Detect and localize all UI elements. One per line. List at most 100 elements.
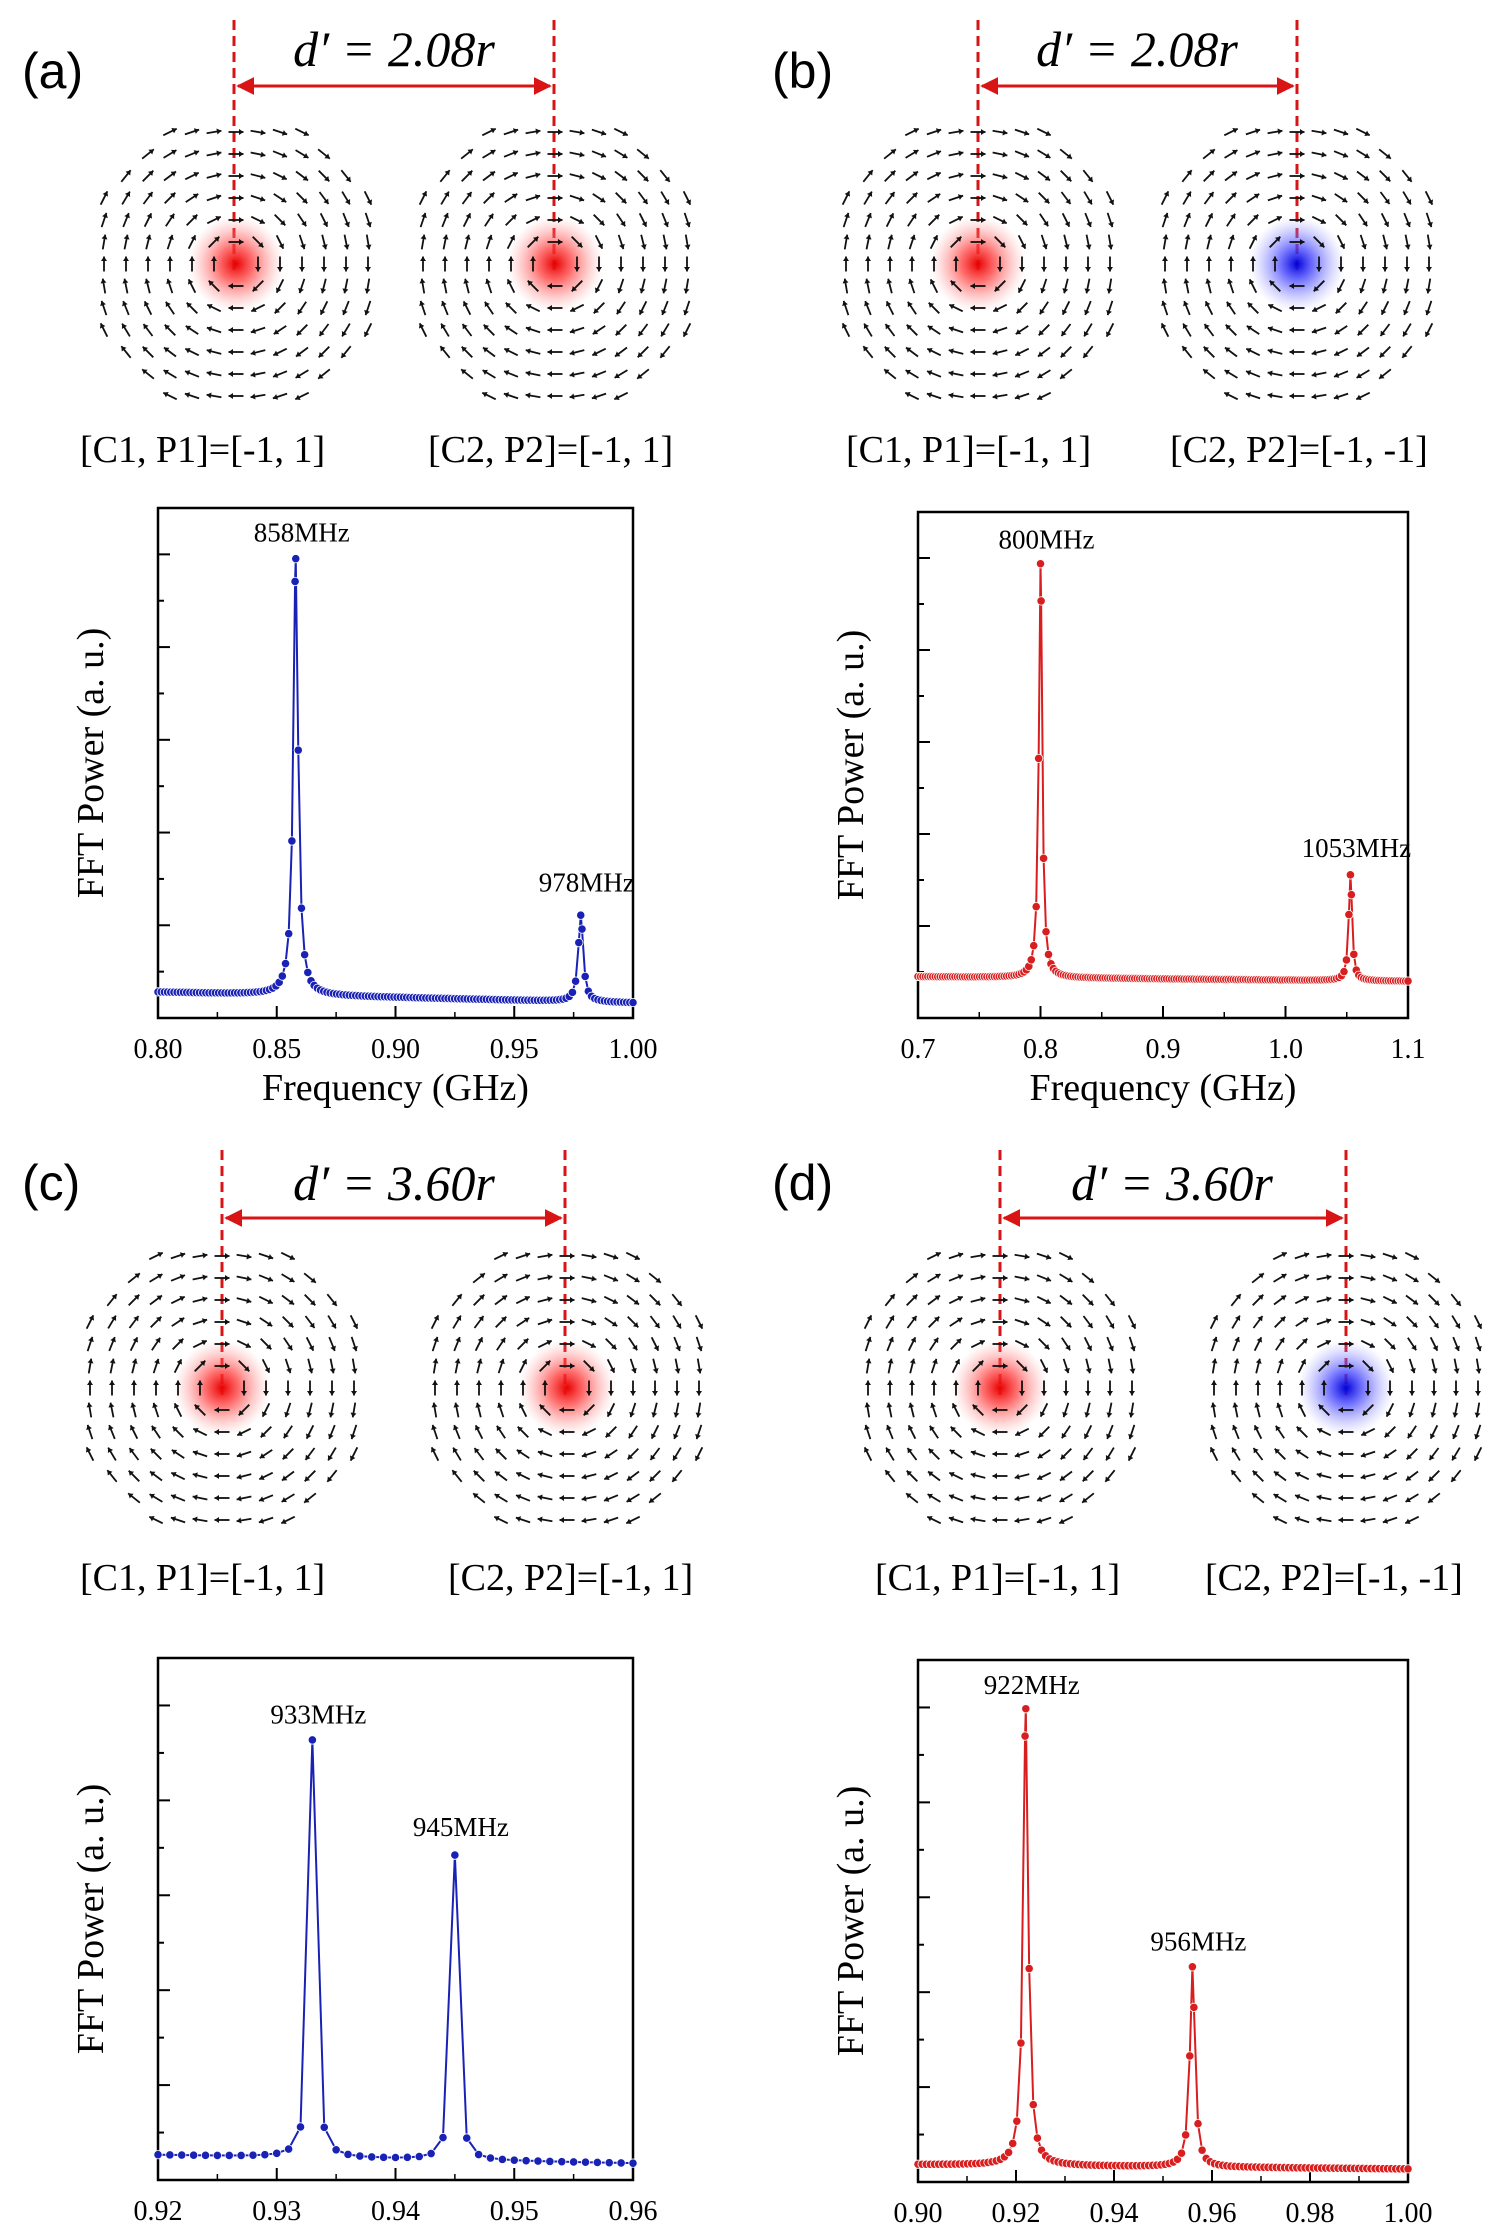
magnetization-arrow (992, 1517, 1008, 1523)
magnetization-arrow (970, 393, 986, 399)
magnetization-arrow (970, 195, 986, 201)
magnetization-arrow (992, 1495, 1008, 1501)
magnetization-arrow (441, 212, 449, 228)
magnetization-arrow (473, 1294, 485, 1306)
spectrum-line (157, 558, 634, 1004)
magnetization-arrow (1362, 1360, 1374, 1372)
magnetization-arrow (439, 169, 451, 183)
magnetization-arrow (87, 1380, 93, 1396)
magnetization-arrow (186, 302, 198, 314)
panel-c: (c) d′ = 3.60r [C1, P1]=[-1, 1] [C2, P2]… (22, 1150, 704, 2232)
magnetization-arrow (970, 173, 986, 179)
magnetization-arrow (1452, 1336, 1460, 1352)
magnetization-arrow (281, 1493, 295, 1503)
data-point (1403, 2164, 1413, 2174)
magnetization-arrow (559, 1341, 575, 1347)
magnetization-arrow (228, 393, 244, 399)
panel-label-a: (a) (22, 43, 83, 99)
x-tick-label: 0.95 (490, 2196, 539, 2227)
magnetization-arrow (343, 234, 350, 250)
data-point (1038, 853, 1049, 863)
magnetization-arrow (142, 191, 154, 205)
magnetization-arrow (591, 347, 607, 357)
magnetization-arrow (517, 1338, 529, 1350)
magnetization-arrow (250, 194, 266, 202)
magnetization-arrow (206, 370, 222, 377)
magnetization-arrow (1382, 1494, 1398, 1502)
magnetization-arrow (1360, 256, 1366, 272)
magnetization-arrow (537, 1252, 553, 1259)
data-point (1403, 976, 1413, 986)
vortex-state-right-a: [C2, P2]=[-1, 1] (428, 429, 673, 471)
magnetization-arrow (842, 278, 849, 294)
magnetization-arrow (1084, 300, 1092, 316)
magnetization-arrow (615, 192, 627, 204)
magnetization-arrow (948, 1516, 964, 1524)
magnetization-arrow (214, 1363, 230, 1369)
magnetization-arrow (319, 212, 329, 228)
magnetization-arrow (294, 391, 310, 401)
magnetization-arrow (970, 305, 986, 311)
magnetization-arrow (886, 1424, 894, 1440)
magnetization-arrow (163, 369, 177, 379)
magnetization-arrow (506, 234, 516, 250)
magnetization-arrow (1384, 1338, 1396, 1350)
magnetization-arrow (559, 1451, 575, 1457)
magnetization-arrow (127, 1492, 141, 1504)
magnetization-arrow (547, 283, 563, 289)
magnetization-arrow (326, 1293, 338, 1307)
magnetization-arrow (1269, 280, 1281, 292)
magnetization-arrow (992, 1363, 1008, 1369)
magnetization-arrow (1272, 256, 1278, 272)
magnetization-arrow (1254, 1402, 1261, 1418)
x-tick-label: 0.80 (134, 1034, 183, 1065)
magnetization-arrow (1357, 324, 1369, 336)
magnetization-arrow (617, 278, 625, 294)
magnetization-arrow (1289, 327, 1305, 333)
magnetization-arrow (640, 234, 647, 250)
magnetization-arrow (970, 1296, 986, 1303)
magnetization-arrow (1407, 1425, 1417, 1439)
magnetization-arrow (317, 148, 331, 160)
magnetization-arrow (1269, 236, 1281, 248)
magnetization-arrow (581, 1297, 597, 1304)
separation-marker-d: d′ = 3.60r (998, 1150, 1348, 1395)
magnetization-arrow (1059, 1273, 1073, 1283)
magnetization-arrow (281, 1294, 295, 1306)
magnetization-arrow (318, 323, 330, 337)
magnetization-arrow (1338, 1495, 1354, 1501)
magnetization-arrow (517, 1426, 529, 1438)
data-point (1181, 2130, 1191, 2140)
magnetization-arrow (419, 300, 427, 316)
vortex-state-left-c: [C1, P1]=[-1, 1] (80, 1557, 325, 1599)
magnetization-arrow (272, 150, 288, 158)
magnetization-arrow (581, 1427, 597, 1437)
magnetization-arrow (152, 1402, 160, 1418)
magnetization-arrow (1378, 368, 1392, 380)
magnetization-arrow (506, 278, 516, 294)
magnetization-arrow (1082, 169, 1094, 183)
magnetization-arrow (152, 1358, 160, 1374)
magnetization-arrow (1408, 1358, 1416, 1374)
magnetization-arrow (153, 1380, 159, 1396)
data-point (165, 2150, 175, 2160)
magnetization-arrow (927, 1470, 941, 1482)
magnetization-arrow (1295, 1449, 1309, 1459)
magnetization-arrow (1203, 191, 1215, 205)
magnetization-arrow (1206, 234, 1213, 250)
magnetization-arrow (672, 1447, 682, 1461)
magnetization-arrow (461, 323, 473, 337)
magnetization-arrow (975, 1380, 981, 1396)
magnetization-arrow (149, 1470, 163, 1482)
data-point (236, 2150, 246, 2161)
magnetization-arrow (250, 393, 266, 400)
magnetization-arrow (142, 170, 154, 182)
magnetization-arrow (618, 256, 624, 272)
panel-label-c: (c) (22, 1155, 80, 1211)
vortex-right-a (418, 127, 692, 401)
magnetization-arrow (497, 1358, 505, 1374)
magnetization-arrow (258, 1274, 274, 1282)
magnetization-arrow (649, 1470, 661, 1482)
magnetization-arrow (297, 301, 307, 315)
magnetization-arrow (317, 368, 331, 380)
